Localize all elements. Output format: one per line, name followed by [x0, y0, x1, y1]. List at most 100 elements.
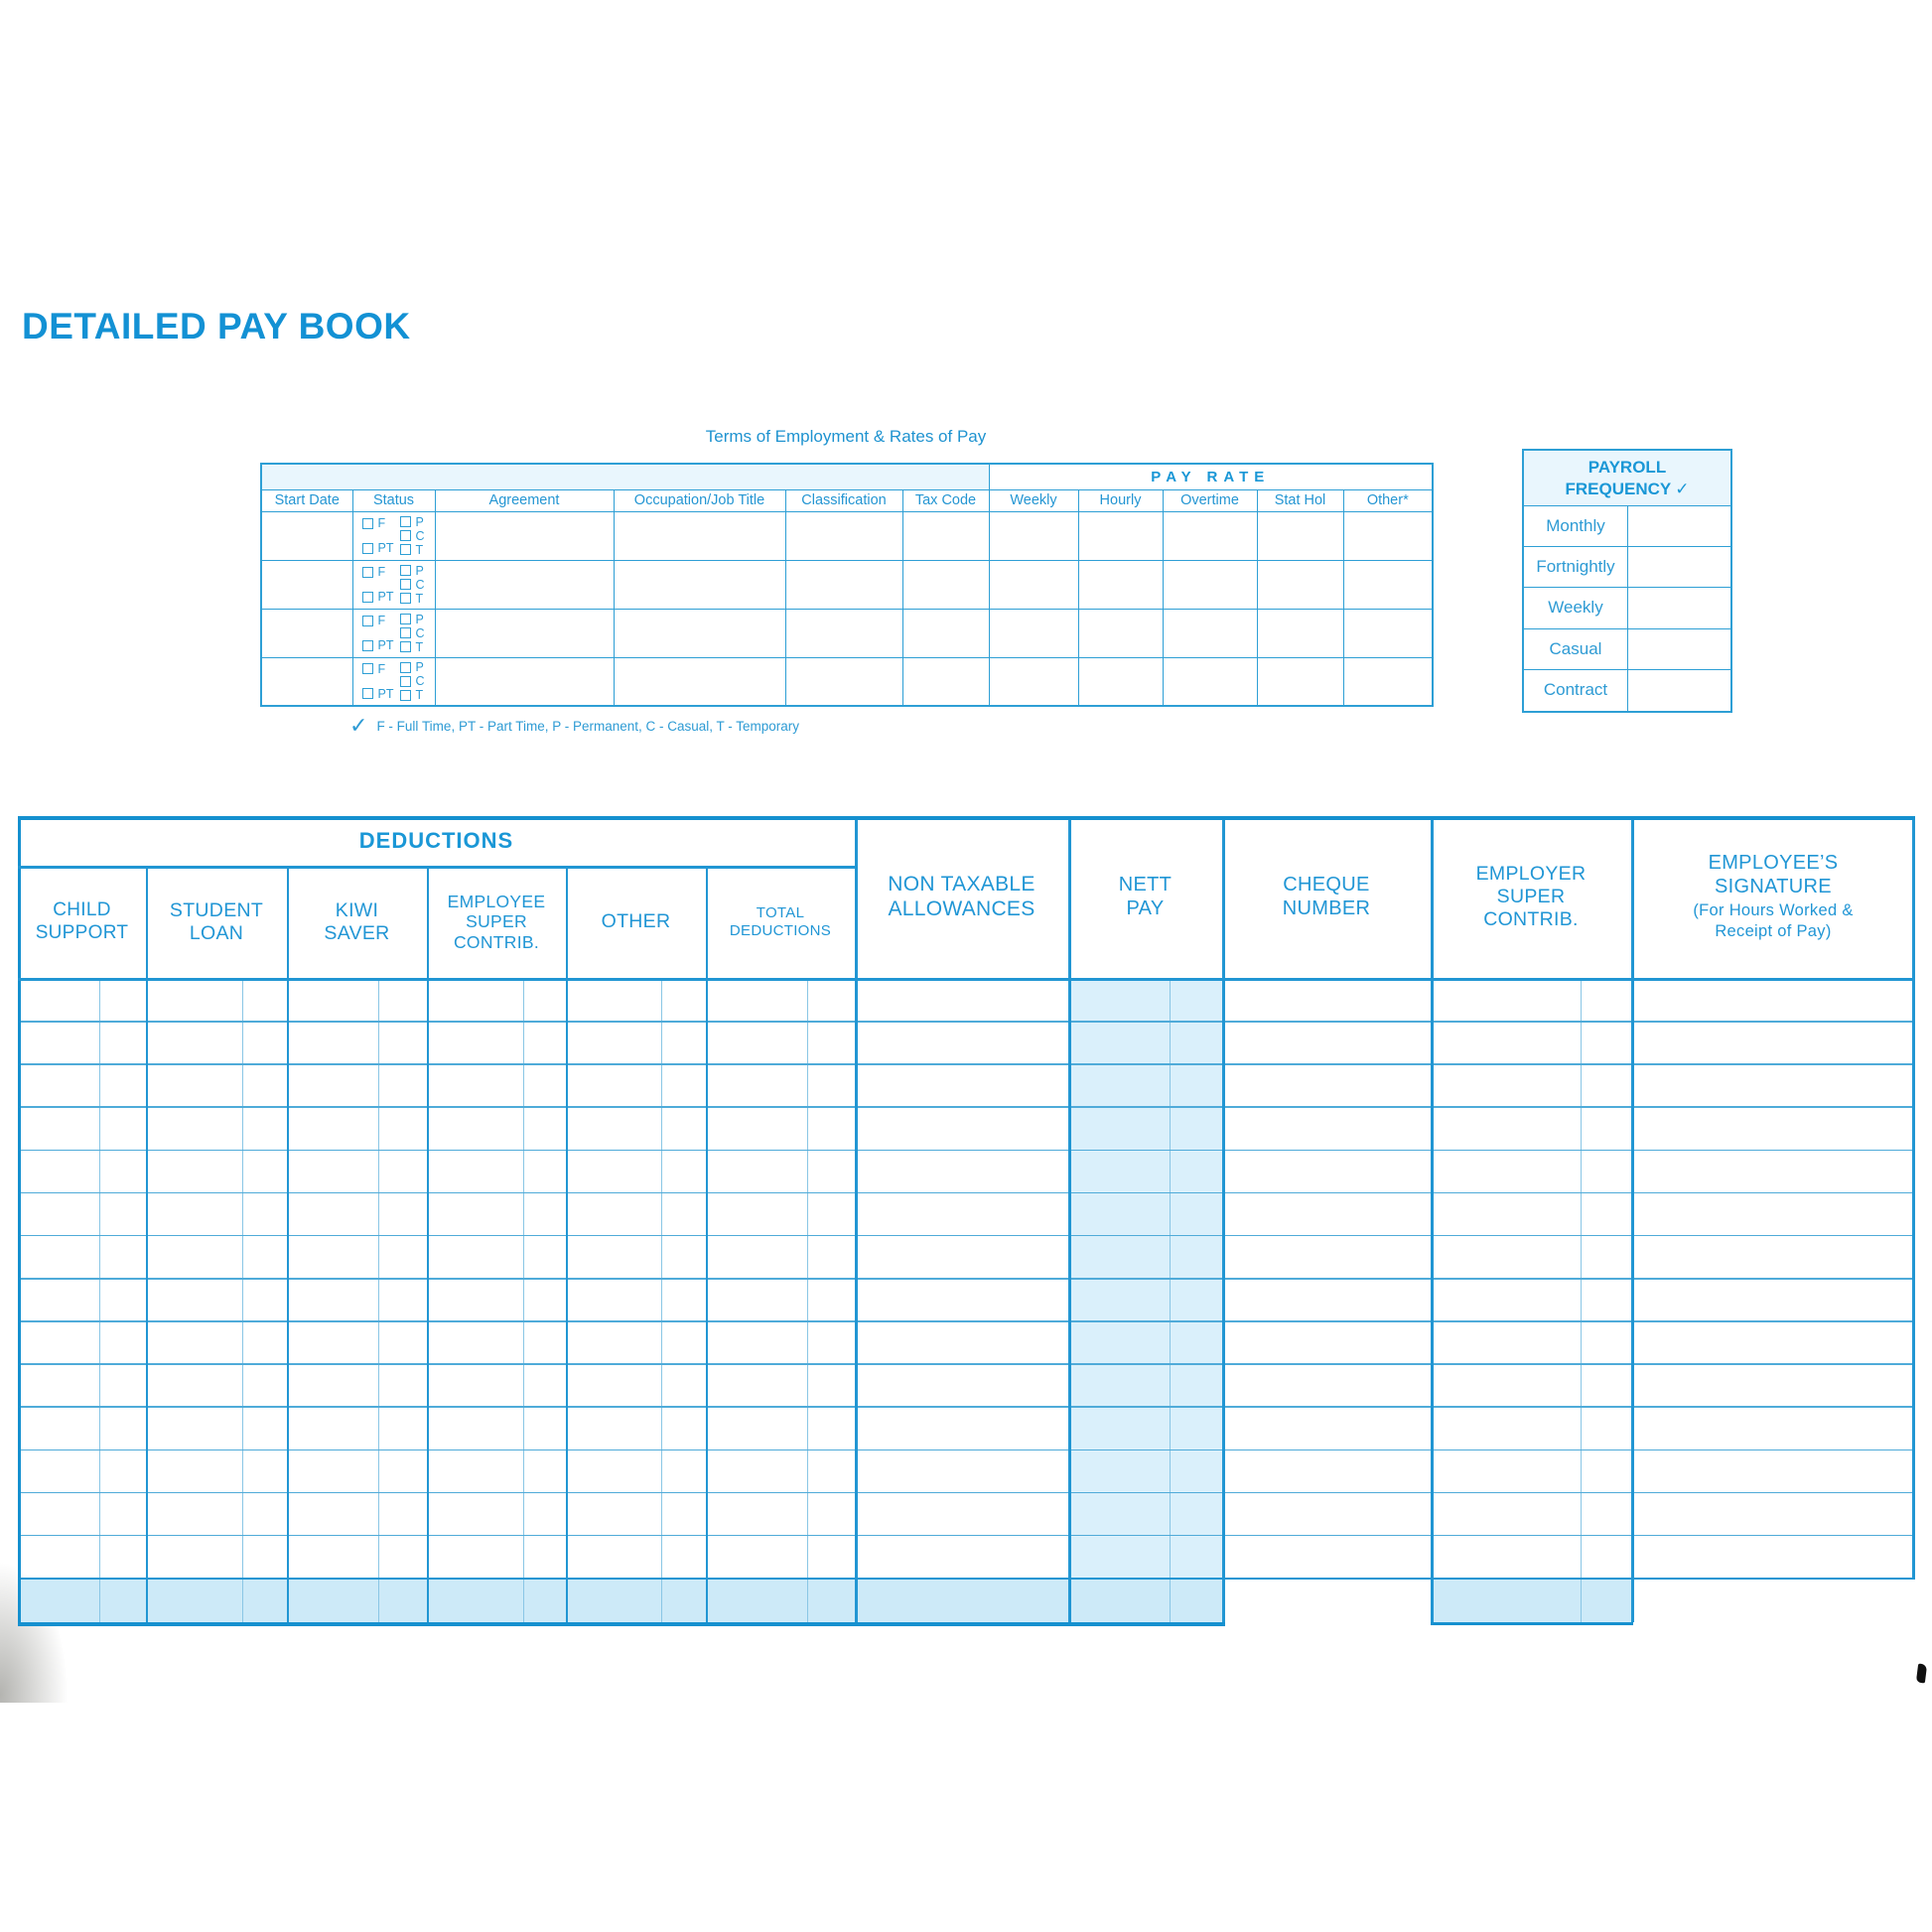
status-checkbox-cluster: F P T P C T: [353, 514, 434, 556]
terms-row: F PT P C T: [260, 656, 1434, 707]
employer-super-totals-shading: [1431, 1578, 1631, 1622]
checkbox-label: C: [415, 577, 425, 592]
row-line: [18, 1106, 1915, 1109]
payroll-frequency-title-line1: PAYROLL: [1587, 458, 1667, 478]
col-head-hourly: Hourly: [1077, 488, 1164, 512]
terms-row: F P T P C T: [260, 510, 1434, 561]
classification-cell: [784, 608, 903, 658]
nett-pay-shaded-column: [1068, 978, 1222, 1622]
col-head-classification: Classification: [784, 488, 903, 512]
payroll-frequency-tick-cell: [1628, 669, 1730, 711]
status-option-f: F: [362, 663, 393, 675]
footnote-text: F - Full Time, PT - Part Time, P - Perma…: [376, 718, 800, 734]
checkbox-label: F: [377, 516, 386, 530]
status-checkbox-cluster: F PT P C T: [353, 661, 434, 703]
column-divider-line: [1631, 816, 1634, 1622]
stat-hol-cell: [1256, 608, 1344, 658]
occupation-job-title-cell: [613, 559, 786, 610]
classification-cell: [784, 559, 903, 610]
checkbox-label: T: [415, 688, 424, 703]
checkbox-icon: [400, 516, 412, 527]
col-head-start-date: Start Date: [260, 488, 353, 512]
row-line: [18, 1149, 1915, 1152]
column-header-employees-signature: EMPLOYEE’S SIGNATURE (For Hours Worked & …: [1631, 816, 1915, 978]
checkbox-icon: [400, 661, 412, 673]
col-head-occupation-job-title: Occupation/Job Title: [613, 488, 786, 512]
checkbox-icon: [362, 615, 374, 626]
agreement-cell: [434, 510, 615, 561]
status-option-t: T: [400, 543, 424, 556]
col-head-stat-hol: Stat Hol: [1256, 488, 1344, 512]
column-divider-line: [706, 866, 708, 1622]
row-line: [18, 1449, 1915, 1451]
checkbox-icon: [400, 593, 412, 604]
row-line: [18, 1063, 1915, 1065]
checkbox-label: C: [415, 528, 425, 543]
checkbox-label: T: [415, 591, 424, 606]
terms-table-title: Terms of Employment & Rates of Pay: [705, 427, 987, 446]
payroll-frequency-option-label: Fortnightly: [1524, 547, 1628, 588]
payroll-frequency-option-label: Casual: [1524, 628, 1628, 669]
checkbox-icon: [362, 517, 374, 529]
payroll-frequency-tick-cell: [1628, 588, 1730, 628]
status-checkbox-cluster: F PT P C T: [353, 563, 434, 606]
column-label: TOTAL DEDUCTIONS: [729, 903, 832, 939]
classification-cell: [784, 656, 903, 707]
column-divider-line: [566, 866, 568, 1622]
row-line: [18, 1534, 1915, 1537]
status-checkbox-cluster: F PT P C T: [353, 613, 434, 653]
checkbox-icon: [400, 579, 412, 590]
status-stack: F PT: [362, 615, 393, 651]
pay-rate-group-header: PAY RATE: [988, 463, 1434, 490]
checkbox-icon: [362, 639, 374, 651]
start-date-cell: [260, 510, 353, 561]
col-head-agreement: Agreement: [434, 488, 615, 512]
row-line: [18, 1491, 1915, 1494]
column-header-employee-super-contrib: EMPLOYEE SUPER CONTRIB.: [427, 866, 566, 978]
row-line: [18, 1234, 1915, 1237]
tax-code-cell: [901, 608, 990, 658]
checkbox-icon: [400, 641, 412, 652]
totals-row-shading: [18, 1578, 1222, 1622]
column-label: NON TAXABLE ALLOWANCES: [888, 872, 1035, 920]
terms-group-row: PAY RATE: [260, 463, 1434, 490]
stat-hol-cell: [1256, 656, 1344, 707]
pay-records-table: DEDUCTIONS CHILD SUPPORT STUDENT LOAN KIWI…: [18, 816, 1915, 1626]
weekly-cell: [988, 510, 1079, 561]
occupation-job-title-cell: [613, 608, 786, 658]
payroll-frequency-row-monthly: Monthly: [1524, 506, 1730, 548]
status-option-t: T: [400, 688, 424, 703]
checkbox-icon: [362, 688, 374, 700]
column-label: OTHER: [601, 910, 671, 932]
status-option-pt: PT: [362, 688, 393, 700]
column-header-non-taxable-allowances: NON TAXABLE ALLOWANCES: [855, 816, 1068, 978]
column-divider-line: [146, 866, 148, 1622]
column-label: STUDENT LOAN: [169, 898, 264, 944]
employer-super-bottom-border: [1431, 1622, 1633, 1625]
hourly-cell: [1077, 656, 1164, 707]
agreement-cell: [434, 608, 615, 658]
checkbox-icon: [400, 544, 412, 555]
other-cell: [1342, 559, 1434, 610]
terms-of-employment-table: PAY RATE Start Date Status Agreement Occ…: [260, 463, 1435, 707]
cents-divider-line: [807, 978, 809, 1622]
status-option-pt: PT: [362, 639, 393, 651]
status-option-f: F: [362, 615, 393, 626]
payroll-frequency-row-contract: Contract: [1524, 669, 1730, 711]
checkbox-icon: [400, 530, 412, 541]
terms-header-row: Start Date Status Agreement Occupation/J…: [260, 488, 1434, 512]
agreement-cell: [434, 559, 615, 610]
cents-divider-line: [242, 978, 244, 1622]
checkbox-label: P: [415, 563, 424, 578]
status-option-p: P: [400, 563, 424, 578]
checkbox-label: P: [415, 514, 424, 529]
column-label: CHILD SUPPORT: [35, 899, 129, 943]
classification-cell: [784, 510, 903, 561]
row-line: [18, 1021, 1915, 1023]
column-header-total-deductions: TOTAL DEDUCTIONS: [706, 866, 855, 978]
status-option-t: T: [400, 591, 424, 606]
status-legend-footnote: ✓ F - Full Time, PT - Part Time, P - Per…: [349, 715, 799, 737]
